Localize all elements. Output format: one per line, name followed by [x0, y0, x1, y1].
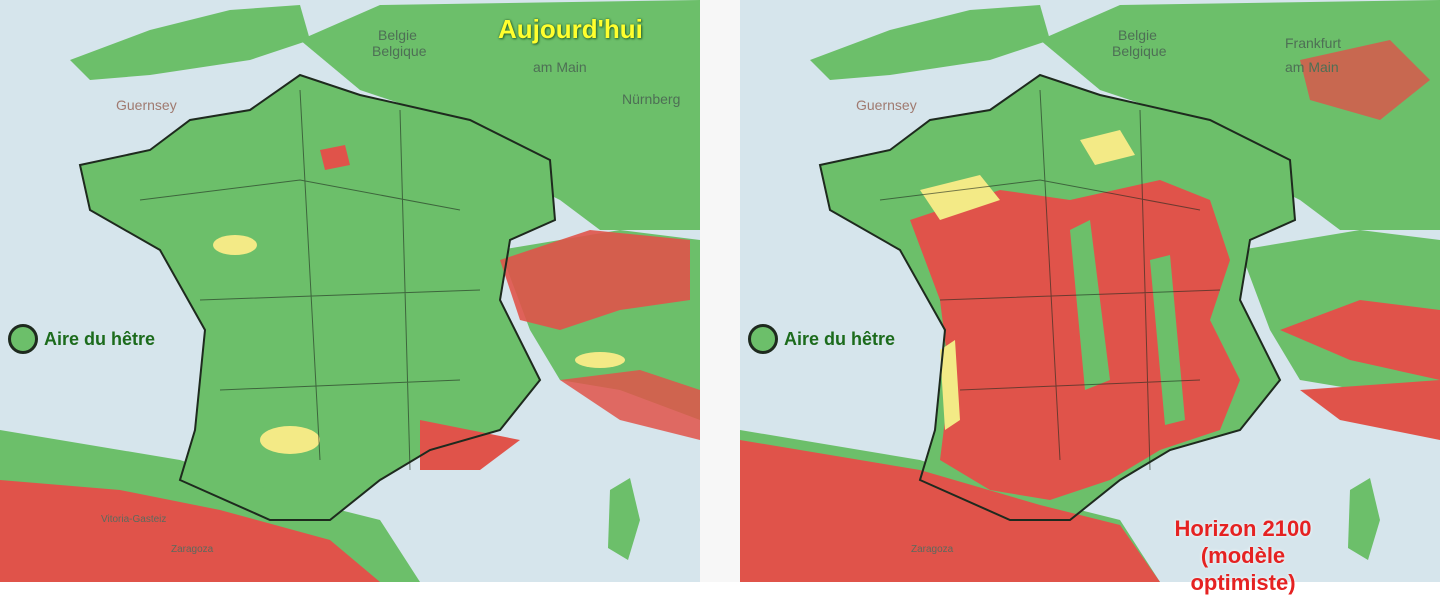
svg-text:Nürnberg: Nürnberg — [622, 91, 680, 107]
map-panel-today: Belgie Belgique am Main Nürnberg Guernse… — [0, 0, 700, 582]
svg-text:am Main: am Main — [1285, 59, 1339, 75]
period-label-today: Aujourd'hui — [498, 14, 643, 44]
map-panel-2100: Belgie Belgique Frankfurt am Main Guerns… — [740, 0, 1440, 582]
beech-area-swatch — [8, 324, 38, 354]
legend: Aire du hêtre — [8, 324, 155, 354]
map-today: Belgie Belgique am Main Nürnberg Guernse… — [0, 0, 700, 582]
svg-text:Vitoria-Gasteiz: Vitoria-Gasteiz — [101, 514, 166, 525]
period-line-2: (modèle optimiste) — [1190, 543, 1296, 595]
legend: Aire du hêtre — [748, 324, 895, 354]
period-line-1: Horizon 2100 — [1174, 516, 1312, 541]
svg-text:Belgie: Belgie — [378, 27, 417, 43]
beech-area-swatch — [748, 324, 778, 354]
svg-text:Belgique: Belgique — [1112, 43, 1167, 59]
svg-text:Zaragoza: Zaragoza — [171, 544, 214, 555]
map-2100: Belgie Belgique Frankfurt am Main Guerns… — [740, 0, 1440, 582]
svg-text:Guernsey: Guernsey — [116, 97, 177, 113]
panel-divider — [700, 0, 740, 582]
svg-text:Zaragoza: Zaragoza — [911, 544, 954, 555]
svg-text:Guernsey: Guernsey — [856, 97, 917, 113]
svg-text:Belgique: Belgique — [372, 43, 427, 59]
svg-text:am Main: am Main — [533, 59, 587, 75]
legend-label: Aire du hêtre — [784, 328, 896, 349]
legend-label: Aire du hêtre — [44, 328, 156, 349]
svg-text:Belgie: Belgie — [1118, 27, 1157, 43]
period-label-2100: Horizon 2100 (modèle optimiste) — [1148, 515, 1338, 596]
svg-text:Frankfurt: Frankfurt — [1285, 35, 1341, 51]
